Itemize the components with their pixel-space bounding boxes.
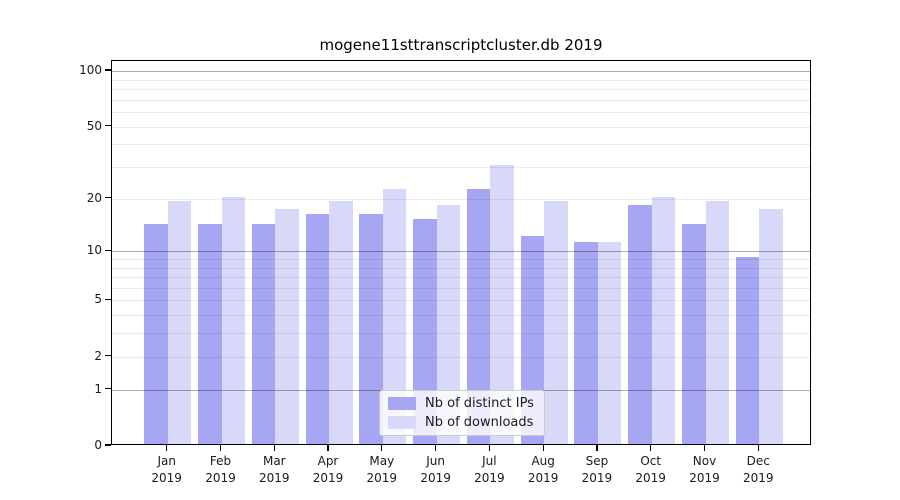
y-tick-label-0: 0 (94, 438, 102, 452)
y-tick-mark-2 (105, 355, 111, 357)
y-tick-label-2: 2 (94, 348, 102, 363)
y-tick-label-50: 50 (86, 118, 102, 133)
chart-title: mogene11sttranscriptcluster.db 2019 (319, 36, 603, 54)
bar-aug-2019-downloads (544, 200, 568, 444)
bar-feb-2019-distinct-ips (198, 224, 222, 444)
bar-apr-2019-downloads (329, 200, 353, 444)
y-tick-label-20: 20 (86, 190, 102, 205)
legend-swatch-distinct-ips (388, 397, 416, 410)
x-tick-label-mar: Mar 2019 (259, 454, 290, 485)
x-tick-mark-jul (488, 445, 491, 451)
legend-label-distinct-ips: Nb of distinct IPs (425, 396, 534, 411)
x-tick-mark-may (381, 445, 383, 451)
x-tick-label-jul: Jul 2019 (474, 454, 505, 485)
x-tick-mark-dec (757, 445, 759, 451)
bar-jun-2019-downloads (436, 204, 461, 444)
bar-jan-2019-downloads (167, 200, 192, 444)
y-tick-mark-0 (105, 444, 111, 446)
bar-oct-2019-distinct-ips (628, 204, 652, 444)
legend: Nb of distinct IPs Nb of downloads (379, 390, 545, 436)
bar-apr-2019-distinct-ips (305, 213, 329, 444)
x-tick-mark-jun (434, 445, 437, 451)
y-tick-mark-1 (105, 388, 111, 390)
plot-area (111, 60, 811, 445)
x-tick-label-aug: Aug 2019 (527, 454, 559, 485)
legend-swatch-downloads (388, 416, 416, 429)
x-tick-mark-sep (596, 445, 598, 451)
bars-layer (112, 61, 810, 444)
x-tick-mark-apr (327, 445, 329, 451)
x-tick-mark-jan (166, 445, 168, 451)
bar-sep-2019-downloads (597, 242, 622, 444)
x-tick-label-dec: Dec 2019 (743, 454, 774, 485)
bar-mar-2019-distinct-ips (251, 224, 276, 444)
y-tick-mark-50 (105, 124, 111, 127)
bar-sep-2019-distinct-ips (574, 242, 598, 444)
bar-jan-2019-distinct-ips (144, 224, 168, 444)
bar-feb-2019-downloads (221, 196, 245, 444)
x-tick-label-sep: Sep 2019 (581, 454, 613, 485)
bar-jun-2019-distinct-ips (413, 218, 437, 444)
x-tick-label-oct: Oct 2019 (635, 454, 666, 485)
y-tick-mark-10 (105, 249, 111, 251)
x-tick-mark-nov (703, 445, 706, 451)
x-tick-label-jan: Jan 2019 (151, 454, 182, 485)
x-tick-label-feb: Feb 2019 (205, 454, 236, 485)
legend-item-downloads: Nb of downloads (388, 415, 534, 430)
bar-oct-2019-downloads (651, 196, 676, 444)
x-tick-mark-mar (273, 445, 275, 451)
bar-nov-2019-downloads (705, 200, 729, 444)
x-tick-label-may: May 2019 (366, 454, 398, 485)
x-tick-label-nov: Nov 2019 (689, 454, 720, 485)
y-tick-label-10: 10 (86, 243, 102, 258)
bar-dec-2019-downloads (759, 209, 783, 444)
x-tick-label-apr: Apr 2019 (312, 454, 344, 485)
x-tick-mark-oct (650, 445, 652, 451)
y-tick-mark-20 (105, 196, 111, 199)
legend-item-distinct-ips: Nb of distinct IPs (388, 396, 534, 411)
y-tick-label-100: 100 (79, 63, 102, 77)
x-tick-label-jun: Jun 2019 (420, 454, 451, 485)
bar-may-2019-distinct-ips (359, 213, 383, 444)
x-tick-mark-aug (542, 445, 544, 451)
bar-may-2019-downloads (382, 189, 407, 444)
bar-dec-2019-distinct-ips (735, 256, 760, 444)
bar-mar-2019-downloads (275, 209, 299, 444)
bar-jul-2019-distinct-ips (466, 189, 491, 444)
legend-label-downloads: Nb of downloads (425, 415, 534, 430)
x-tick-mark-feb (219, 445, 222, 451)
y-tick-label-1: 1 (94, 381, 102, 396)
y-tick-mark-5 (105, 298, 111, 301)
bar-nov-2019-distinct-ips (682, 224, 706, 444)
bar-jul-2019-downloads (490, 165, 514, 444)
y-tick-label-5: 5 (94, 292, 102, 307)
y-tick-mark-100 (105, 69, 111, 71)
